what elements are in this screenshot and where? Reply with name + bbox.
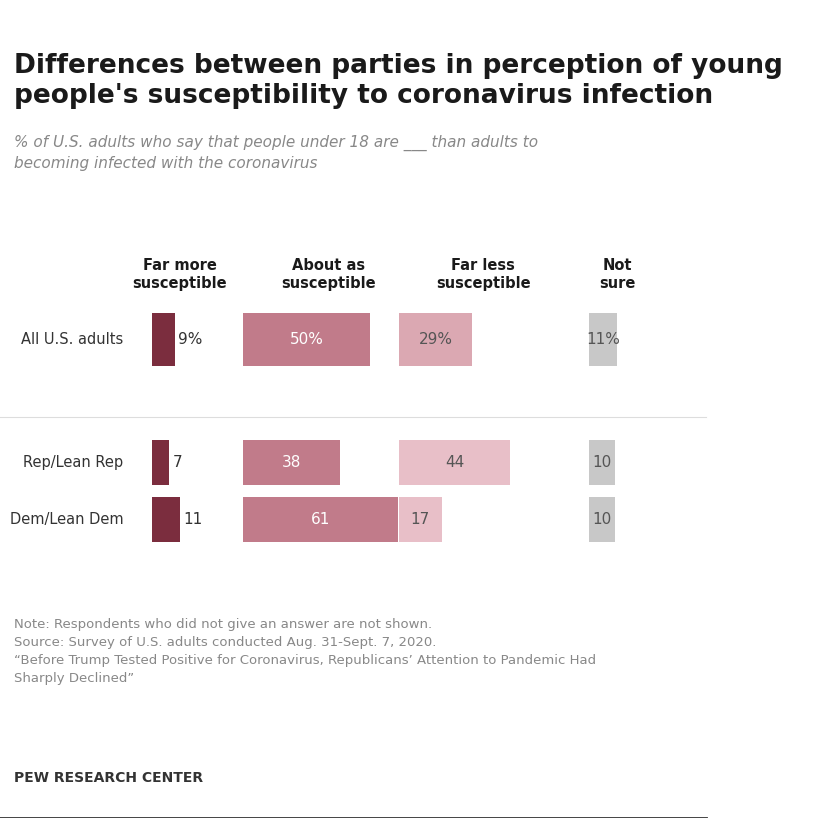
Bar xyxy=(243,313,370,366)
Text: 7: 7 xyxy=(173,455,183,470)
Text: 61: 61 xyxy=(311,512,330,527)
Bar xyxy=(399,313,473,366)
Bar xyxy=(589,497,614,542)
Text: 17: 17 xyxy=(411,512,430,527)
Text: PEW RESEARCH CENTER: PEW RESEARCH CENTER xyxy=(14,771,204,785)
Text: % of U.S. adults who say that people under 18 are ___ than adults to
becoming in: % of U.S. adults who say that people und… xyxy=(14,135,538,171)
Bar xyxy=(399,497,442,542)
Bar xyxy=(152,313,174,366)
Text: 9%: 9% xyxy=(178,332,203,347)
Text: 29%: 29% xyxy=(418,332,453,347)
Text: 10: 10 xyxy=(592,512,612,527)
Bar xyxy=(152,440,169,484)
Text: All U.S. adults: All U.S. adults xyxy=(21,332,123,347)
Text: 44: 44 xyxy=(445,455,464,470)
Text: 11%: 11% xyxy=(587,332,620,347)
Text: Note: Respondents who did not give an answer are not shown.
Source: Survey of U.: Note: Respondents who did not give an an… xyxy=(14,618,596,685)
Bar xyxy=(243,440,340,484)
Bar xyxy=(589,440,614,484)
Text: Not
sure: Not sure xyxy=(599,258,635,291)
Text: About as
susceptible: About as susceptible xyxy=(281,258,375,291)
Bar xyxy=(152,497,179,542)
Text: 11: 11 xyxy=(184,512,203,527)
Text: Rep/Lean Rep: Rep/Lean Rep xyxy=(23,455,123,470)
Text: Far less
susceptible: Far less susceptible xyxy=(436,258,530,291)
Text: 38: 38 xyxy=(282,455,302,470)
Text: Dem/Lean Dem: Dem/Lean Dem xyxy=(10,512,123,527)
Bar xyxy=(589,313,617,366)
Text: 10: 10 xyxy=(592,455,612,470)
Text: Differences between parties in perception of young
people's susceptibility to co: Differences between parties in perceptio… xyxy=(14,53,783,109)
Text: Far more
susceptible: Far more susceptible xyxy=(132,258,227,291)
Bar xyxy=(243,497,398,542)
Bar xyxy=(399,440,510,484)
Text: 50%: 50% xyxy=(290,332,323,347)
